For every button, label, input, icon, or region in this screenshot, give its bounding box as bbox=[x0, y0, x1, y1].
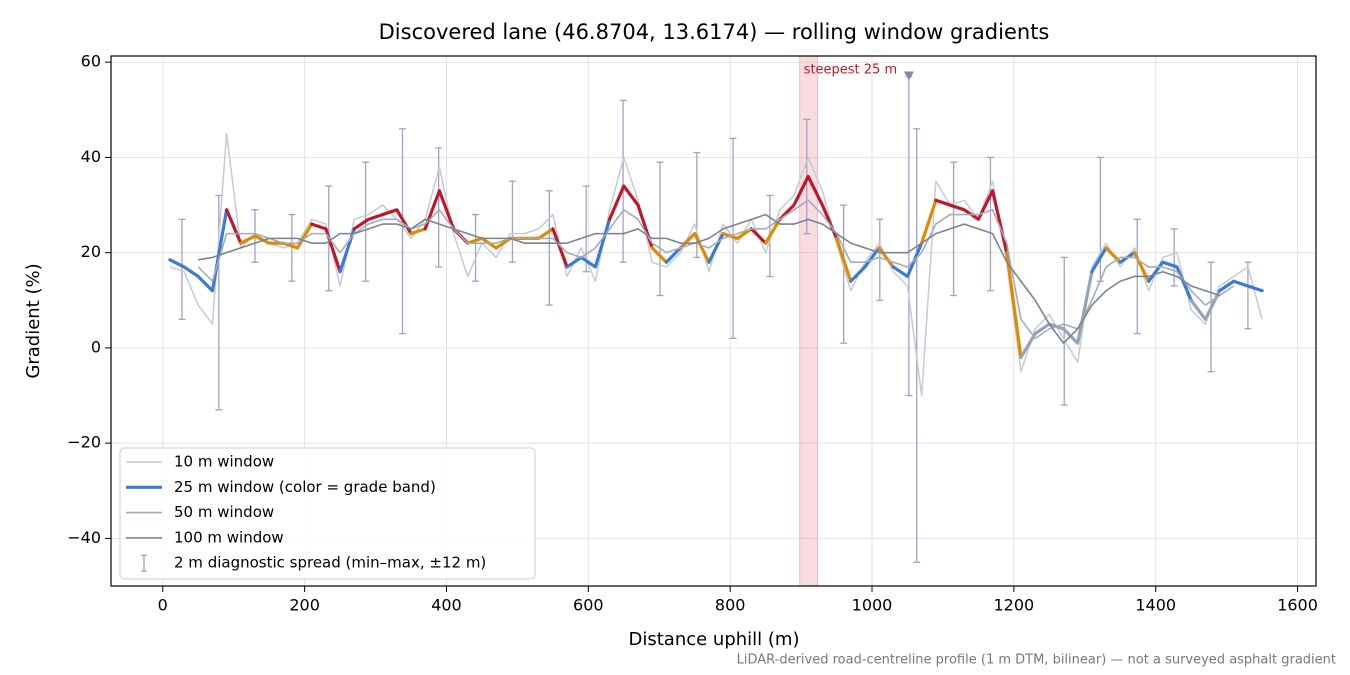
line-segment bbox=[1147, 260, 1193, 302]
line-segment bbox=[1217, 279, 1264, 293]
x-tick-label: 0 bbox=[158, 596, 168, 615]
line bbox=[197, 199, 1235, 340]
line-segment bbox=[721, 227, 754, 240]
y-tick-label: 60 bbox=[81, 52, 101, 71]
line-segment bbox=[650, 246, 668, 264]
plot-frame bbox=[110, 55, 1317, 587]
steepest-marker bbox=[903, 71, 914, 81]
x-tick-label: 600 bbox=[573, 596, 604, 615]
line-segment bbox=[565, 217, 612, 269]
line-segment bbox=[778, 174, 839, 240]
x-tick-label: 400 bbox=[431, 596, 462, 615]
y-tick-label: −20 bbox=[67, 433, 101, 452]
x-tick-label: 800 bbox=[715, 596, 746, 615]
legend-label: 50 m window bbox=[174, 503, 274, 521]
legend-label: 100 m window bbox=[174, 528, 284, 546]
line-segment bbox=[664, 246, 683, 264]
line-segment bbox=[749, 227, 768, 245]
y-tick-label: −40 bbox=[67, 528, 101, 547]
line-segment bbox=[1005, 251, 1023, 360]
line-segment bbox=[409, 227, 427, 236]
line-segment bbox=[1090, 246, 1108, 274]
legend-label: 10 m window bbox=[174, 453, 274, 471]
x-tick-label: 1200 bbox=[994, 596, 1035, 615]
line-segment bbox=[920, 198, 938, 245]
grid bbox=[111, 56, 1316, 586]
line-segment bbox=[607, 184, 654, 250]
annotation: steepest 25 m bbox=[804, 63, 897, 78]
x-tick-label: 1400 bbox=[1135, 596, 1176, 615]
legend-label: 25 m window (color = grade band) bbox=[174, 478, 436, 496]
x-tick-label: 1000 bbox=[852, 596, 893, 615]
axes: 0 200 400 600 800 1000 1200 1400 1600 −40 −20 0 20 40… bbox=[67, 52, 1318, 615]
steepest-span bbox=[799, 55, 818, 587]
line-segment bbox=[239, 222, 314, 250]
footnote: LiDAR-derived road-centreline profile (1… bbox=[737, 653, 1336, 668]
legend: 10 m window 25 m window (color = grade ba… bbox=[119, 447, 536, 580]
legend-box bbox=[119, 447, 536, 580]
line-segment bbox=[834, 236, 853, 283]
y-tick-label: 20 bbox=[81, 242, 101, 261]
line-segment bbox=[551, 227, 569, 269]
legend-label: 2 m diagnostic spread (min–max, ±12 m) bbox=[174, 554, 486, 572]
line-segment bbox=[849, 246, 881, 283]
x-tick-label: 1600 bbox=[1277, 596, 1318, 615]
x-axis-label: Distance uphill (m) bbox=[629, 629, 800, 650]
y-axis-label: Gradient (%) bbox=[23, 263, 44, 378]
y-tick-label: 0 bbox=[91, 337, 101, 356]
line-segment bbox=[877, 246, 895, 269]
line-segment bbox=[707, 232, 725, 264]
line-segment bbox=[352, 208, 413, 236]
line-segment bbox=[891, 241, 924, 279]
line-segment bbox=[310, 222, 342, 274]
marks: steepest 25 m bbox=[168, 55, 1264, 587]
x-tick-label: 200 bbox=[289, 596, 320, 615]
chart-title: Discovered lane (46.8704, 13.6174) — rol… bbox=[379, 20, 1050, 44]
y-tick-label: 40 bbox=[81, 147, 101, 166]
line-segment bbox=[225, 208, 243, 245]
line-segment bbox=[1189, 289, 1222, 321]
line bbox=[198, 213, 1220, 344]
